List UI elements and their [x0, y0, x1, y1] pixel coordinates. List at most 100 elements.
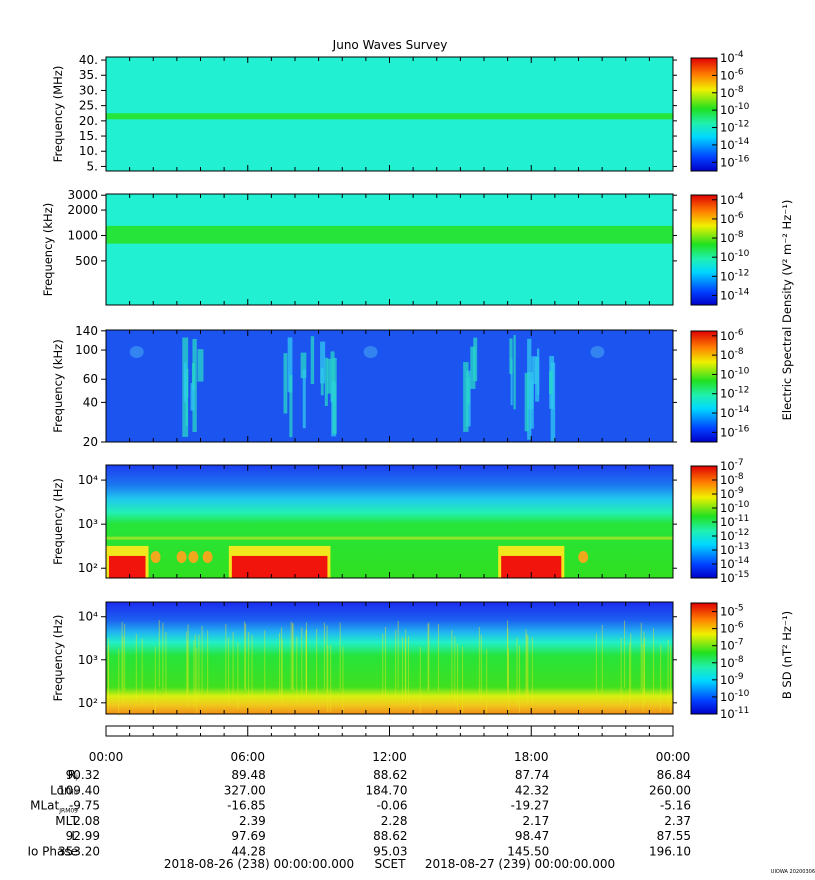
y-tick-label: 500	[75, 254, 98, 268]
emission-spike	[404, 638, 406, 706]
emission-spike	[251, 634, 253, 703]
ephemeris-value: 89.48	[231, 768, 265, 782]
ephemeris-value: -19.27	[511, 799, 550, 813]
emission-blob	[129, 346, 144, 358]
emission-spike	[397, 621, 399, 689]
emission-spike	[207, 630, 209, 698]
colorbar-tick-label: 10-5	[720, 604, 744, 619]
emission-spike	[525, 629, 527, 697]
emission-streak	[513, 335, 516, 410]
colorbar-1: 10-4 10-6 10-8 10-10 10-12 10-14 10-16	[690, 50, 750, 172]
emission-spike	[225, 624, 227, 692]
emission-spike	[407, 635, 409, 704]
time-axis: 00:00 06:00 12:00 18:00 00:00	[89, 725, 690, 764]
colorbar-tick-label: 10-16	[720, 424, 750, 439]
emission-spike	[653, 628, 655, 696]
emission-spike	[339, 622, 341, 690]
emission-streak	[320, 341, 326, 384]
y-tick-label: 3000	[67, 188, 98, 202]
ephemeris-value: 2.28	[381, 814, 408, 828]
emission-spike	[248, 632, 250, 700]
emission-blob	[363, 346, 378, 358]
emission-spike	[154, 646, 156, 714]
colorbar-tick-label: 10-4	[720, 192, 744, 207]
y-tick-label: 40	[83, 395, 98, 409]
emission-streak	[190, 383, 195, 411]
emission-spike	[244, 621, 246, 689]
colorbar-tick-label: 10-10	[720, 102, 750, 117]
y-tick-label: 1000	[67, 228, 98, 242]
emission-spike	[660, 644, 662, 712]
time-tick-label: 00:00	[89, 750, 124, 764]
emission-spike	[193, 640, 195, 708]
emission-spike	[232, 631, 234, 699]
emission-spike	[305, 622, 307, 690]
colorbar-tick-label: 10-11	[720, 514, 749, 529]
emission-spike	[395, 629, 397, 698]
y-axis-label: Frequency (Hz)	[51, 478, 65, 565]
colorbar-tick-label: 10-10	[720, 366, 750, 381]
emission-spike	[624, 620, 626, 688]
emission-blob	[150, 550, 161, 563]
colorbar-gradient	[690, 330, 718, 443]
emission-spike	[419, 647, 421, 715]
colorbar-tick-label: 10-12	[720, 268, 749, 283]
ephemeris-value: 260.00	[649, 783, 691, 797]
emission-spike	[107, 645, 109, 713]
y-tick-label: 40.	[79, 53, 98, 67]
intense-emission	[231, 555, 328, 578]
y-tick-label: 10³	[78, 653, 98, 667]
time-tick-label: 06:00	[230, 750, 265, 764]
ephemeris-value: 87.55	[657, 829, 691, 843]
emission-spike	[124, 623, 126, 692]
y-tick-label: 60	[83, 372, 98, 386]
emission-spike	[451, 630, 453, 698]
emission-streak	[530, 380, 534, 429]
emission-spike	[296, 636, 298, 704]
footer-scet-label: SCET	[375, 857, 407, 871]
emission-spike	[237, 641, 239, 710]
emission-streak	[467, 376, 470, 405]
intense-emission	[109, 555, 146, 578]
emission-spike	[506, 620, 508, 688]
ephemeris-value: 88.62	[373, 768, 407, 782]
emission-spike	[644, 637, 646, 706]
colorbar-gradient	[690, 57, 718, 172]
emission-spike	[122, 636, 124, 704]
colorbar-tick-label: 10-9	[720, 672, 744, 687]
emission-spike	[527, 635, 529, 704]
ephemeris-value: 92.99	[66, 829, 100, 843]
emission-spike	[457, 643, 459, 711]
ephemeris-value: 42.32	[515, 783, 549, 797]
ephemeris-row-label: MLT	[55, 814, 78, 828]
emission-streak	[310, 336, 315, 384]
colorbar-tick-label: 10-6	[720, 67, 744, 82]
emission-spike	[330, 644, 332, 713]
emission-spike	[401, 637, 403, 705]
emission-spike	[245, 623, 247, 691]
magnetic-colorbar-label: B SD (nT² Hz⁻¹)	[780, 611, 794, 699]
y-tick-label: 10³	[78, 517, 98, 531]
emission-spike	[158, 620, 160, 688]
y-tick-label: 35.	[79, 68, 98, 82]
emission-streak	[324, 357, 328, 406]
ephemeris-value: 145.50	[507, 845, 549, 859]
emission-streak	[535, 357, 540, 402]
colorbar-3: 10-6 10-8 10-10 10-12 10-14 10-16	[690, 328, 750, 443]
emission-spike	[629, 642, 631, 710]
spectrogram-panel-1: 40.35.30. 25.20.15.10.5. Frequency (MHz)	[51, 53, 677, 173]
ephemeris-value: 196.10	[649, 845, 691, 859]
colorbar-tick-label: 10-10	[720, 249, 750, 264]
emission-spike	[462, 646, 464, 714]
ephemeris-value: 109.40	[58, 783, 100, 797]
emission-spike	[141, 638, 143, 707]
emission-streak	[531, 356, 538, 385]
spectrogram-background	[106, 602, 673, 714]
ephemeris-value: 44.28	[231, 845, 265, 859]
colorbar-tick-label: 10-6	[720, 328, 744, 343]
ephemeris-value: 95.03	[373, 845, 407, 859]
colorbar-tick-label: 10-14	[720, 556, 750, 571]
y-tick-label: 10.	[79, 144, 98, 158]
y-axis-label: Frequency (kHz)	[51, 339, 65, 432]
